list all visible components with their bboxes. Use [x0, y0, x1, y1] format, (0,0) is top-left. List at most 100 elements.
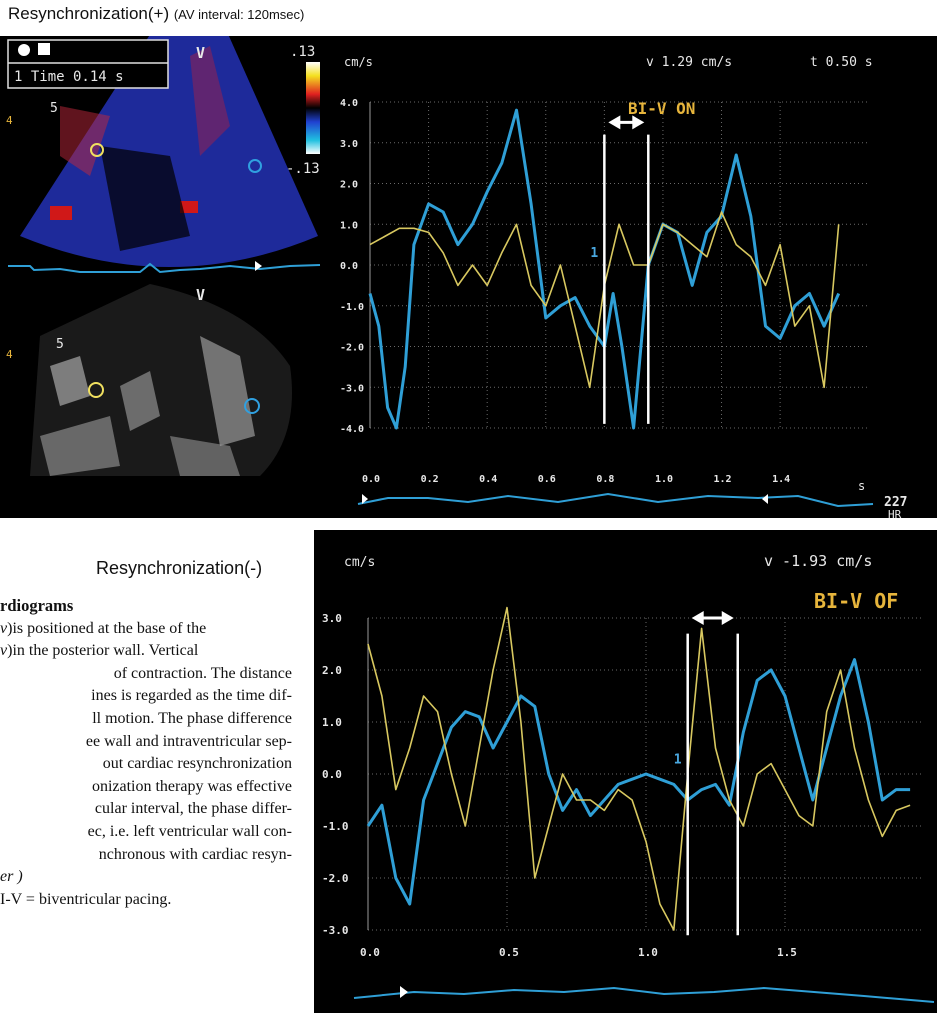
top-caption-title: Resynchronization(+) — [8, 4, 170, 23]
y-tick-label: 0.0 — [340, 261, 358, 272]
legend-line-8: onization therapy was effective — [91, 777, 292, 795]
figure-legend-text: rdiograms v)is positioned at the base of… — [0, 595, 292, 911]
red-doppler-region — [190, 46, 230, 156]
arrow-head-right — [721, 611, 734, 625]
yellow-velocity-trace — [367, 606, 911, 931]
cursor-label: 1 — [674, 753, 682, 768]
y-tick-label: -3.0 — [340, 383, 364, 394]
legend-line-6: ee wall and intraventricular sep- — [85, 732, 292, 750]
view-marker: V — [196, 44, 205, 62]
y-tick-label: -3.0 — [322, 924, 349, 937]
top-chart-svg: cm/s v 1.29 cm/s t 0.50 s BI-V ON s 227 … — [340, 55, 907, 518]
y-tick-label: 1.0 — [340, 220, 358, 231]
red-doppler-region — [60, 106, 110, 176]
arrow-head-right — [632, 115, 645, 130]
bottom-figure-caption: Resynchronization(-) — [96, 558, 263, 578]
unit-label: cm/s — [344, 555, 375, 570]
top-caption-sub: (AV interval: 120msec) — [173, 7, 305, 22]
x-tick-label: 1.2 — [714, 474, 732, 485]
y-tick-label: 4.0 — [340, 98, 358, 109]
bmode-sector — [30, 284, 292, 476]
top-velocity-chart: cm/s v 1.29 cm/s t 0.50 s BI-V ON s 227 … — [328, 36, 937, 518]
x-tick-label: 1.4 — [772, 474, 790, 485]
posterior-sample-circle-bmode — [244, 398, 260, 414]
mode-dot — [18, 44, 30, 56]
legend-line-3: of contraction. The distance — [113, 664, 292, 682]
legend-line-10: ec, i.e. left ventricular wall con- — [87, 822, 292, 840]
red-spot — [50, 206, 72, 220]
legend-line-4: ines is regarded as the time dif- — [91, 687, 292, 705]
x-tick-label: 0.2 — [421, 474, 439, 485]
pacing-label: BI-V OF — [814, 589, 898, 613]
legend-line-5: ll motion. The phase difference — [92, 709, 292, 727]
legend-line-11: nchronous with cardiac resyn- — [98, 845, 292, 863]
y-tick-label: 0.0 — [322, 768, 342, 781]
septum-sample-circle-bmode — [88, 382, 104, 398]
blue-velocity-trace — [366, 658, 911, 906]
y-tick-label: -4.0 — [340, 424, 364, 435]
y-tick-label: 1.0 — [322, 716, 342, 729]
posterior-sample-circle — [248, 159, 262, 173]
y-tick-label: -1.0 — [322, 820, 349, 833]
bottom-velocity-chart: cm/s v -1.93 cm/s BI-V OF 0.0 0.5 1.0 1.5 3.… — [314, 530, 937, 1013]
view-marker-bmode: V — [196, 286, 205, 304]
legend-line-1-text: )is positioned at the base of the — [7, 619, 207, 637]
unit-label: cm/s — [344, 55, 373, 69]
x-tick-label: 0.5 — [499, 946, 519, 959]
legend-line-2-text: )in the posterior wall. Vertical — [7, 642, 199, 660]
legend-line-2: v)in the posterior wall. Vertical — [0, 640, 292, 663]
legend-line-1-prefix: v — [0, 619, 8, 637]
x-tick-label: 0.8 — [596, 474, 614, 485]
colorbar — [306, 62, 320, 154]
legend-line-9: cular interval, the phase differ- — [94, 800, 292, 818]
legend-line-12-text: er ) — [0, 868, 23, 886]
mode-glyph — [38, 43, 50, 55]
legend-heading: rdiograms — [0, 596, 74, 615]
legend-line-7: out cardiac resynchronization — [102, 755, 292, 773]
segment-label: 5 — [50, 101, 58, 116]
time-readout: t 0.50 s — [810, 55, 873, 70]
x-unit: s — [858, 479, 865, 493]
side-marker-bmode: 4 — [6, 348, 13, 361]
segment-label-bmode: 5 — [56, 337, 64, 352]
top-echo-image: 1 Time 0.14 s V 5 4 .13 -.13 — [0, 36, 328, 518]
pacing-label: BI-V ON — [628, 99, 695, 118]
top-figure-caption: Resynchronization(+) (AV interval: 120ms… — [8, 4, 304, 24]
cavity-region — [100, 146, 190, 251]
colorbar-max: .13 — [290, 44, 315, 60]
septum-sample-circle — [90, 143, 104, 157]
x-tick-label: 1.0 — [638, 946, 658, 959]
x-tick-label: 1.5 — [777, 946, 797, 959]
x-tick-label: 0.0 — [360, 946, 380, 959]
y-tick-label: 3.0 — [322, 612, 342, 625]
hr-value: 227 — [884, 495, 907, 510]
hr-unit: HR — [888, 508, 902, 518]
arrow-head-left — [608, 115, 621, 130]
side-marker: 4 — [6, 114, 13, 127]
ecg-trace — [353, 986, 935, 1003]
bottom-chart-svg: cm/s v -1.93 cm/s BI-V OF 0.0 0.5 1.0 1.5 3.… — [322, 552, 935, 1003]
y-tick-label: 2.0 — [340, 180, 358, 191]
ecg-trace — [357, 492, 874, 508]
y-tick-label: -1.0 — [340, 302, 364, 313]
legend-footer: I-V = biventricular pacing. — [0, 890, 172, 908]
velocity-readout: v -1.93 cm/s — [764, 552, 872, 570]
mode-box — [7, 39, 169, 89]
x-tick-label: 0.6 — [538, 474, 556, 485]
legend-line-12: er ) — [0, 866, 292, 889]
ecg-trace — [8, 262, 321, 274]
legend-line-2-prefix: v — [0, 642, 8, 660]
x-tick-label: 0.4 — [479, 474, 497, 485]
y-tick-label: -2.0 — [322, 872, 349, 885]
legend-line-1: v)is positioned at the base of the — [0, 618, 292, 641]
doppler-sector — [20, 36, 318, 267]
y-tick-label: -2.0 — [340, 343, 364, 354]
x-tick-label: 1.0 — [655, 474, 673, 485]
red-spot — [180, 201, 198, 213]
arrow-head-left — [691, 611, 704, 625]
y-tick-label: 2.0 — [322, 664, 342, 677]
x-tick-label: 0.0 — [362, 474, 380, 485]
y-tick-label: 3.0 — [340, 139, 358, 150]
cursor-label: 1 — [590, 246, 598, 261]
colorbar-min: -.13 — [286, 161, 320, 177]
